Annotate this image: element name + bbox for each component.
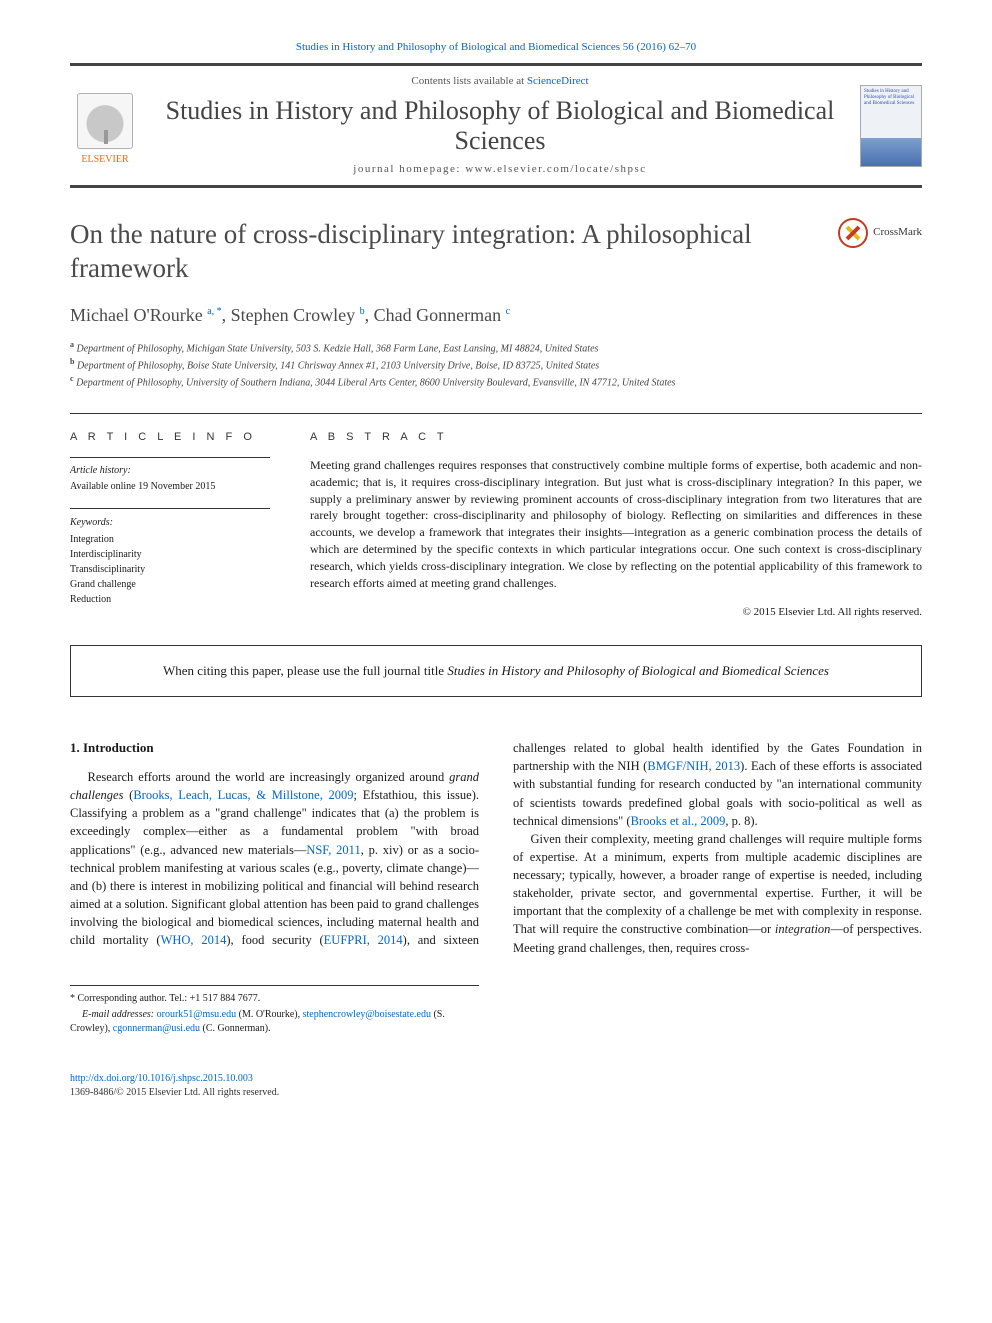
journal-title: Studies in History and Philosophy of Bio… bbox=[158, 96, 842, 156]
elsevier-tree-icon bbox=[77, 93, 133, 149]
info-abstract-row: A R T I C L E I N F O Article history: A… bbox=[70, 413, 922, 621]
article-title: On the nature of cross-disciplinary inte… bbox=[70, 218, 820, 286]
keywords-block: Keywords: Integration Interdisciplinarit… bbox=[70, 508, 270, 607]
footnotes: * Corresponding author. Tel.: +1 517 884… bbox=[70, 985, 479, 1036]
article-info-column: A R T I C L E I N F O Article history: A… bbox=[70, 430, 270, 621]
running-head: Studies in History and Philosophy of Bio… bbox=[70, 40, 922, 55]
author[interactable]: Michael O'Rourke a, * bbox=[70, 305, 222, 325]
available-online-date: Available online 19 November 2015 bbox=[70, 480, 270, 494]
abstract-label: A B S T R A C T bbox=[310, 430, 922, 445]
citation-journal-title: Studies in History and Philosophy of Bio… bbox=[447, 663, 829, 678]
citation-link[interactable]: Brooks, Leach, Lucas, & Millstone, 2009 bbox=[133, 788, 353, 802]
keyword: Interdisciplinarity bbox=[70, 547, 270, 562]
journal-homepage-url[interactable]: www.elsevier.com/locate/shpsc bbox=[465, 163, 646, 175]
doi-link[interactable]: http://dx.doi.org/10.1016/j.shpsc.2015.1… bbox=[70, 1073, 253, 1084]
keyword: Transdisciplinarity bbox=[70, 562, 270, 577]
journal-cover-thumbnail[interactable]: Studies in History and Philosophy of Bio… bbox=[860, 85, 922, 167]
keyword: Reduction bbox=[70, 592, 270, 607]
title-row: On the nature of cross-disciplinary inte… bbox=[70, 218, 922, 286]
journal-masthead: ELSEVIER Contents lists available at Sci… bbox=[70, 63, 922, 188]
page-footer: http://dx.doi.org/10.1016/j.shpsc.2015.1… bbox=[70, 1072, 922, 1100]
affiliation: a Department of Philosophy, Michigan Sta… bbox=[70, 339, 922, 356]
abstract-copyright: © 2015 Elsevier Ltd. All rights reserved… bbox=[310, 605, 922, 620]
citation-link[interactable]: Brooks et al., 2009 bbox=[631, 814, 726, 828]
affiliation: b Department of Philosophy, Boise State … bbox=[70, 356, 922, 373]
citation-link[interactable]: BMGF/NIH, 2013 bbox=[647, 759, 740, 773]
sciencedirect-link[interactable]: ScienceDirect bbox=[527, 75, 589, 87]
publisher-name: ELSEVIER bbox=[81, 153, 128, 167]
citation-link[interactable]: NSF, 2011 bbox=[306, 843, 360, 857]
article-info-label: A R T I C L E I N F O bbox=[70, 430, 270, 445]
email-addresses: E-mail addresses: orourk51@msu.edu (M. O… bbox=[70, 1008, 479, 1036]
crossmark-widget[interactable]: CrossMark bbox=[838, 218, 922, 248]
issn-copyright: 1369-8486/© 2015 Elsevier Ltd. All right… bbox=[70, 1086, 922, 1100]
author[interactable]: Chad Gonnerman c bbox=[374, 305, 510, 325]
author-list: Michael O'Rourke a, *, Stephen Crowley b… bbox=[70, 303, 922, 328]
affiliations: a Department of Philosophy, Michigan Sta… bbox=[70, 339, 922, 391]
section-heading: 1. Introduction bbox=[70, 739, 479, 758]
corresponding-author: * Corresponding author. Tel.: +1 517 884… bbox=[70, 992, 479, 1006]
citation-link[interactable]: EUFPRI, 2014 bbox=[324, 933, 403, 947]
affiliation: c Department of Philosophy, University o… bbox=[70, 373, 922, 390]
keyword: Integration bbox=[70, 532, 270, 547]
article-body: 1. Introduction Research efforts around … bbox=[70, 739, 922, 957]
crossmark-label: CrossMark bbox=[873, 225, 922, 240]
email-link[interactable]: orourk51@msu.edu bbox=[157, 1009, 236, 1020]
abstract-text: Meeting grand challenges requires respon… bbox=[310, 457, 922, 591]
journal-homepage: journal homepage: www.elsevier.com/locat… bbox=[158, 162, 842, 177]
body-paragraph: Given their complexity, meeting grand ch… bbox=[513, 830, 922, 957]
author[interactable]: Stephen Crowley b bbox=[231, 305, 365, 325]
citation-link[interactable]: WHO, 2014 bbox=[161, 933, 227, 947]
article-history: Article history: Available online 19 Nov… bbox=[70, 457, 270, 494]
publisher-logo[interactable]: ELSEVIER bbox=[70, 85, 140, 167]
masthead-center: Contents lists available at ScienceDirec… bbox=[158, 74, 842, 177]
abstract-column: A B S T R A C T Meeting grand challenges… bbox=[310, 430, 922, 621]
crossmark-icon bbox=[838, 218, 868, 248]
citation-note-box: When citing this paper, please use the f… bbox=[70, 645, 922, 697]
contents-available: Contents lists available at ScienceDirec… bbox=[158, 74, 842, 89]
keyword: Grand challenge bbox=[70, 577, 270, 592]
email-link[interactable]: cgonnerman@usi.edu bbox=[113, 1023, 200, 1034]
email-link[interactable]: stephencrowley@boisestate.edu bbox=[303, 1009, 431, 1020]
running-head-link[interactable]: Studies in History and Philosophy of Bio… bbox=[296, 41, 696, 53]
